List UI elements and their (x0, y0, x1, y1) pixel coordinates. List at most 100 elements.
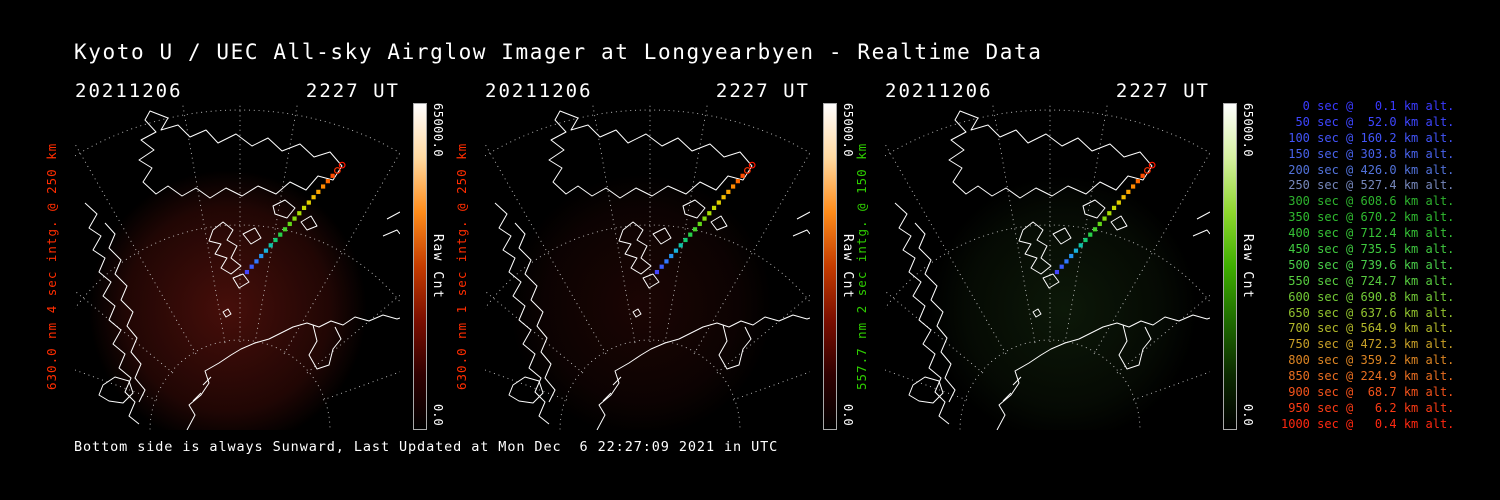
track-point (306, 200, 311, 205)
track-point (1092, 227, 1098, 232)
track-point (1064, 259, 1069, 264)
track-point (259, 253, 264, 259)
track-point (716, 200, 721, 205)
legend-entry: 50 sec @ 52.0 km alt. (1281, 114, 1455, 129)
satellite-track (1054, 161, 1156, 275)
track-point (664, 259, 669, 264)
track-point (249, 264, 254, 269)
legend-entry: 500 sec @ 739.6 km alt. (1281, 257, 1455, 272)
colorbar-title: Raw Cnt (1240, 233, 1255, 300)
colorbar-min-label: 0.0 (431, 404, 445, 426)
track-point (748, 161, 756, 169)
legend-entry: 200 sec @ 426.0 km alt. (1281, 162, 1455, 177)
track-point (321, 184, 326, 189)
imager-panel-630nm-1sec: 20211206 2227 UT 630.0 nm 1 sec intg. @ … (454, 80, 885, 460)
track-point (697, 221, 702, 227)
track-point (1107, 211, 1112, 216)
track-point (316, 189, 321, 194)
status-line: Bottom side is always Sunward, Last Upda… (74, 439, 779, 455)
track-point (669, 253, 674, 259)
legend-entry: 600 sec @ 690.8 km alt. (1281, 289, 1455, 304)
panel-time: 2227 UT (1115, 80, 1210, 102)
legend-entry: 650 sec @ 637.6 km alt. (1281, 305, 1455, 320)
legend-entry: 150 sec @ 303.8 km alt. (1281, 146, 1455, 161)
track-point (688, 232, 693, 237)
legend-entry: 900 sec @ 68.7 km alt. (1281, 385, 1455, 400)
track-point (1143, 167, 1151, 174)
track-point (268, 243, 273, 248)
track-point (740, 173, 745, 178)
colorbar-title: Raw Cnt (840, 233, 855, 300)
satellite-track (244, 161, 346, 275)
track-point (1078, 243, 1083, 248)
track-point (1121, 195, 1126, 200)
track-point (707, 211, 712, 216)
track-point (1140, 173, 1145, 178)
track-point (278, 232, 283, 237)
track-point (731, 184, 736, 189)
legend-entry: 800 sec @ 359.2 km alt. (1281, 353, 1455, 368)
track-point (287, 221, 292, 227)
track-point (263, 248, 269, 253)
track-point (330, 173, 335, 178)
track-point (683, 237, 688, 243)
track-point (1135, 179, 1140, 184)
panel-date: 20211206 (485, 80, 593, 102)
track-point (301, 205, 307, 211)
imager-panel-557nm-2sec: 20211206 2227 UT 557.7 nm 2 sec intg. @ … (854, 80, 1285, 460)
legend-entry: 850 sec @ 224.9 km alt. (1281, 369, 1455, 384)
track-point (1073, 248, 1079, 253)
airglow-emission (485, 103, 810, 430)
track-point (282, 227, 288, 232)
colorbar-max-label: 65000.0 (431, 103, 445, 158)
track-point (338, 161, 346, 169)
wavelength-label: 557.7 nm 2 sec intg. @ 150 km (854, 142, 869, 391)
page-title: Kyoto U / UEC All-sky Airglow Imager at … (74, 40, 1043, 64)
track-point (1083, 237, 1088, 243)
track-point (273, 237, 278, 243)
track-point (333, 167, 341, 174)
map-coastlines-svg (75, 103, 400, 430)
satellite-track (654, 161, 756, 275)
track-point (325, 179, 330, 184)
track-point (692, 227, 698, 232)
panel-time: 2227 UT (715, 80, 810, 102)
track-point (1148, 161, 1156, 169)
track-point (1131, 184, 1136, 189)
map-coastlines-svg (885, 103, 1210, 430)
legend-entry: 700 sec @ 564.9 km alt. (1281, 321, 1455, 336)
legend-entry: 550 sec @ 724.7 km alt. (1281, 273, 1455, 288)
track-point (1116, 200, 1121, 205)
colorbar-min-label: 0.0 (841, 404, 855, 426)
track-point (1126, 189, 1131, 194)
airglow-emission (885, 103, 1210, 430)
colorbar (1223, 103, 1237, 430)
legend-entry: 100 sec @ 160.2 km alt. (1281, 130, 1455, 145)
track-point (659, 264, 664, 269)
track-point (244, 269, 250, 275)
colorbar-title: Raw Cnt (430, 233, 445, 300)
airglow-emission (75, 103, 400, 430)
colorbar (413, 103, 427, 430)
legend-entry: 950 sec @ 6.2 km alt. (1281, 400, 1455, 415)
map-coastlines-svg (485, 103, 810, 430)
allsky-map (485, 103, 810, 430)
allsky-map (885, 103, 1210, 430)
track-point (735, 179, 740, 184)
colorbar-min-label: 0.0 (1241, 404, 1255, 426)
track-point (1088, 232, 1093, 237)
track-point (297, 211, 302, 216)
legend-entry: 250 sec @ 527.4 km alt. (1281, 178, 1455, 193)
track-point (743, 167, 751, 174)
track-point (1069, 253, 1074, 259)
legend-entry: 750 sec @ 472.3 km alt. (1281, 337, 1455, 352)
track-point (1111, 205, 1117, 211)
track-point (1059, 264, 1064, 269)
panel-time: 2227 UT (305, 80, 400, 102)
allsky-map (75, 103, 400, 430)
ephemeris-legend: 0 sec @ 0.1 km alt. 50 sec @ 52.0 km alt… (1281, 99, 1454, 433)
track-point (1097, 221, 1102, 227)
colorbar-max-label: 65000.0 (841, 103, 855, 158)
track-point (1102, 216, 1107, 221)
